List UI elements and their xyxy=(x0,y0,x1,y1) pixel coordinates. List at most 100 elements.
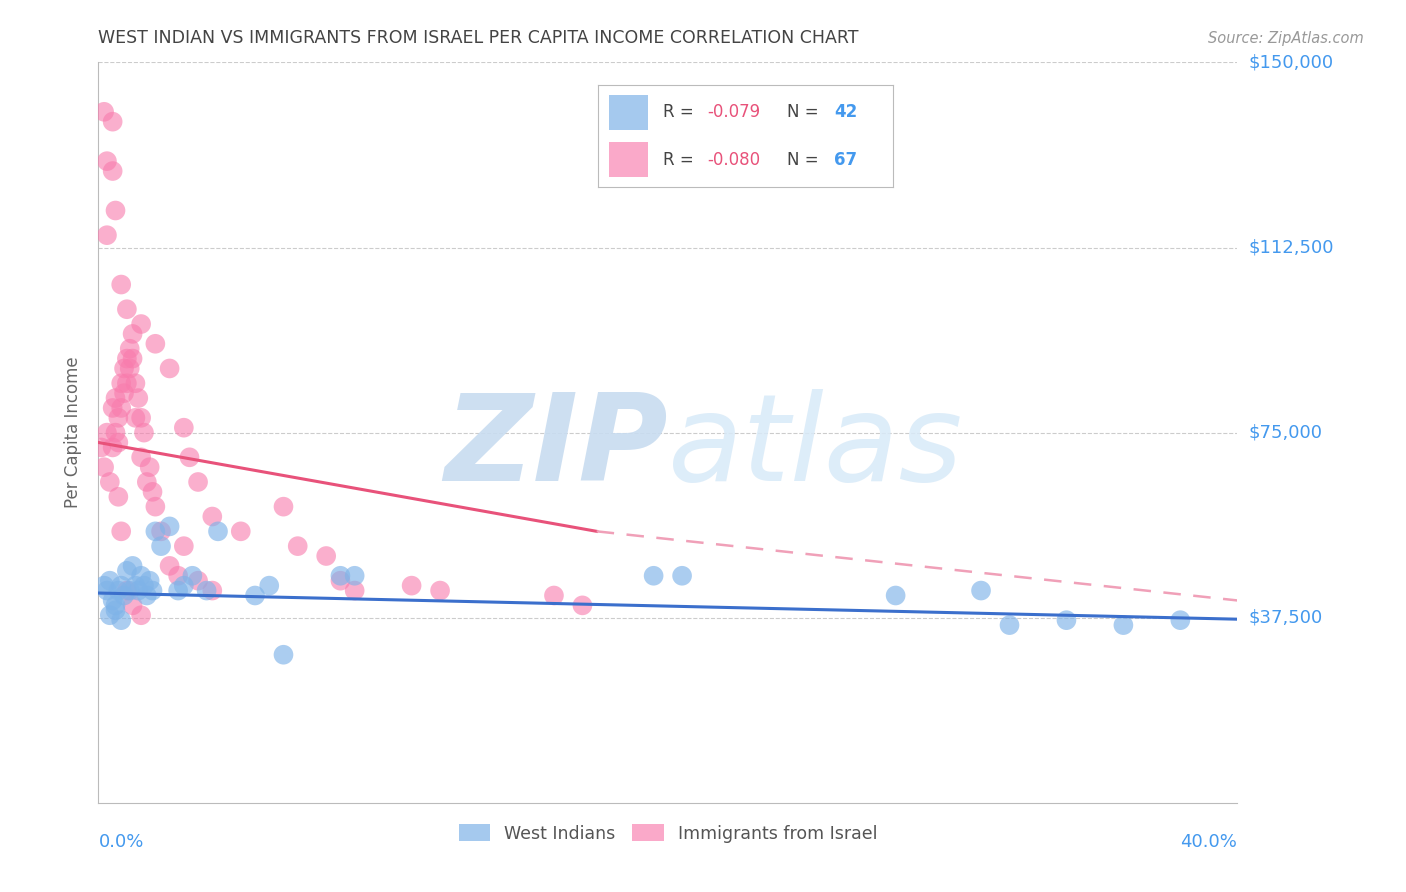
Point xyxy=(121,326,143,341)
Point xyxy=(132,579,155,593)
Text: Source: ZipAtlas.com: Source: ZipAtlas.com xyxy=(1208,31,1364,46)
Text: 40.0%: 40.0% xyxy=(1181,833,1237,851)
Point xyxy=(173,420,195,434)
Point xyxy=(118,361,141,376)
Point xyxy=(104,425,127,440)
Point xyxy=(132,425,155,440)
Point xyxy=(1112,618,1135,632)
Point xyxy=(643,568,665,582)
Point xyxy=(115,564,138,578)
Point xyxy=(110,524,132,539)
Point xyxy=(115,583,138,598)
Point xyxy=(115,302,138,317)
Point xyxy=(93,460,115,475)
Text: R =: R = xyxy=(662,103,699,121)
Point xyxy=(315,549,337,563)
Text: N =: N = xyxy=(786,103,824,121)
Text: N =: N = xyxy=(786,151,824,169)
Point xyxy=(543,589,565,603)
Point xyxy=(145,524,167,539)
Text: atlas: atlas xyxy=(668,389,963,506)
Point xyxy=(107,410,129,425)
Point xyxy=(129,317,152,331)
Point xyxy=(167,568,190,582)
Point xyxy=(112,361,135,376)
Point xyxy=(101,401,124,415)
Point xyxy=(195,583,218,598)
Text: $75,000: $75,000 xyxy=(1249,424,1323,442)
Point xyxy=(1170,613,1192,627)
Point xyxy=(110,613,132,627)
Text: 0.0%: 0.0% xyxy=(98,833,143,851)
Point xyxy=(107,583,129,598)
Point xyxy=(145,500,167,514)
Point xyxy=(96,154,118,169)
Point xyxy=(96,583,118,598)
Point xyxy=(118,342,141,356)
Point xyxy=(671,568,693,582)
Point xyxy=(179,450,201,465)
Point xyxy=(127,391,149,405)
Text: WEST INDIAN VS IMMIGRANTS FROM ISRAEL PER CAPITA INCOME CORRELATION CHART: WEST INDIAN VS IMMIGRANTS FROM ISRAEL PE… xyxy=(98,29,859,47)
Point xyxy=(107,435,129,450)
Point xyxy=(112,386,135,401)
Point xyxy=(104,599,127,613)
Point xyxy=(104,203,127,218)
Text: ZIP: ZIP xyxy=(444,389,668,506)
Point xyxy=(110,401,132,415)
Point xyxy=(110,579,132,593)
Point xyxy=(129,450,152,465)
Point xyxy=(173,579,195,593)
Point xyxy=(98,574,121,588)
Text: $112,500: $112,500 xyxy=(1249,238,1334,257)
Point xyxy=(207,524,229,539)
Point xyxy=(150,539,173,553)
Point xyxy=(121,599,143,613)
Text: 42: 42 xyxy=(834,103,858,121)
Point xyxy=(159,361,181,376)
Point xyxy=(124,410,146,425)
Point xyxy=(115,376,138,391)
Point xyxy=(141,583,163,598)
Bar xyxy=(609,142,648,177)
Point xyxy=(135,475,157,489)
Point xyxy=(101,114,124,128)
Point xyxy=(104,603,127,617)
Point xyxy=(124,376,146,391)
Point xyxy=(201,583,224,598)
Point xyxy=(429,583,451,598)
Point xyxy=(159,558,181,573)
Point xyxy=(998,618,1021,632)
Point xyxy=(98,475,121,489)
Bar xyxy=(609,95,648,130)
Point xyxy=(90,441,112,455)
Point xyxy=(107,490,129,504)
Legend: West Indians, Immigrants from Israel: West Indians, Immigrants from Israel xyxy=(451,818,884,850)
Point xyxy=(173,539,195,553)
Text: -0.080: -0.080 xyxy=(707,151,759,169)
Point xyxy=(121,351,143,366)
Point xyxy=(401,579,423,593)
Point xyxy=(884,589,907,603)
Point xyxy=(1056,613,1078,627)
Text: 67: 67 xyxy=(834,151,856,169)
Point xyxy=(187,475,209,489)
Text: $150,000: $150,000 xyxy=(1249,54,1333,71)
Point xyxy=(138,574,160,588)
Point xyxy=(129,410,152,425)
Point xyxy=(118,583,141,598)
Point xyxy=(343,568,366,582)
Text: $37,500: $37,500 xyxy=(1249,608,1323,627)
Point xyxy=(201,509,224,524)
Text: R =: R = xyxy=(662,151,699,169)
Point xyxy=(138,460,160,475)
Point xyxy=(96,425,118,440)
Point xyxy=(101,441,124,455)
Point xyxy=(329,568,352,582)
Point xyxy=(129,608,152,623)
Point xyxy=(273,648,295,662)
Point xyxy=(127,583,149,598)
Point xyxy=(187,574,209,588)
Point xyxy=(101,164,124,178)
Point xyxy=(93,104,115,119)
